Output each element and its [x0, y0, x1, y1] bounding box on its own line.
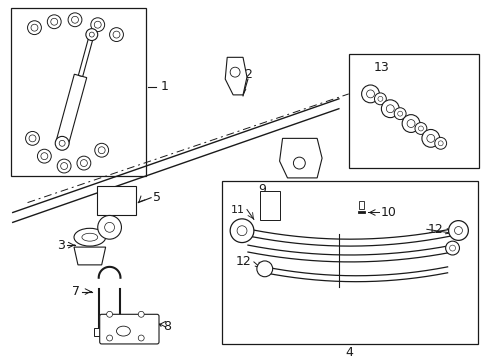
Circle shape — [59, 140, 65, 146]
Circle shape — [98, 147, 105, 154]
Bar — [115, 328, 125, 336]
Circle shape — [445, 241, 459, 255]
Circle shape — [106, 311, 112, 317]
Circle shape — [434, 138, 446, 149]
Circle shape — [80, 159, 87, 167]
Circle shape — [138, 311, 144, 317]
Text: 6: 6 — [305, 163, 312, 176]
Circle shape — [113, 31, 120, 38]
Circle shape — [366, 90, 374, 98]
Bar — [259, 191, 279, 220]
Bar — [358, 201, 363, 208]
Circle shape — [31, 24, 38, 31]
Bar — [222, 181, 477, 344]
Text: 8: 8 — [163, 320, 171, 333]
Circle shape — [230, 67, 240, 77]
Circle shape — [406, 120, 414, 127]
Text: 10: 10 — [380, 206, 395, 219]
Ellipse shape — [116, 326, 130, 336]
Circle shape — [377, 96, 382, 101]
Circle shape — [374, 93, 386, 105]
Circle shape — [41, 153, 48, 159]
Circle shape — [293, 157, 305, 169]
Circle shape — [94, 21, 101, 28]
Text: 3: 3 — [57, 239, 65, 252]
Circle shape — [89, 32, 94, 37]
Text: 13: 13 — [373, 61, 388, 74]
Text: 1: 1 — [161, 81, 168, 94]
Circle shape — [77, 156, 91, 170]
Ellipse shape — [82, 233, 98, 241]
Circle shape — [29, 135, 36, 142]
Polygon shape — [74, 247, 105, 265]
Ellipse shape — [74, 228, 105, 246]
Circle shape — [414, 122, 426, 134]
Circle shape — [381, 100, 398, 118]
Text: 12: 12 — [427, 223, 443, 236]
Circle shape — [361, 85, 379, 103]
Text: 9: 9 — [257, 183, 265, 196]
Polygon shape — [56, 74, 86, 145]
Text: 2: 2 — [244, 68, 251, 81]
Circle shape — [448, 245, 455, 251]
Circle shape — [68, 13, 82, 27]
Polygon shape — [279, 138, 322, 178]
Circle shape — [104, 222, 114, 232]
Polygon shape — [78, 34, 94, 76]
Circle shape — [61, 163, 67, 170]
Circle shape — [256, 261, 272, 277]
Circle shape — [86, 29, 98, 41]
Circle shape — [51, 18, 58, 25]
Text: 4: 4 — [345, 346, 353, 359]
Bar — [94, 328, 103, 336]
Circle shape — [27, 21, 41, 35]
Circle shape — [230, 219, 253, 243]
Text: 11: 11 — [230, 204, 244, 215]
Circle shape — [138, 335, 144, 341]
Circle shape — [393, 108, 405, 120]
Circle shape — [57, 159, 71, 173]
Circle shape — [237, 226, 246, 236]
Circle shape — [418, 126, 423, 131]
Text: 12: 12 — [236, 255, 251, 269]
Circle shape — [71, 16, 78, 23]
Circle shape — [106, 335, 112, 341]
Circle shape — [426, 134, 434, 142]
Text: 7: 7 — [72, 285, 80, 298]
FancyBboxPatch shape — [100, 314, 159, 344]
Circle shape — [397, 111, 402, 116]
Circle shape — [91, 18, 104, 32]
Circle shape — [447, 221, 468, 240]
Circle shape — [55, 136, 69, 150]
Circle shape — [95, 143, 108, 157]
Text: 5: 5 — [153, 191, 161, 204]
Polygon shape — [225, 57, 246, 95]
Bar — [348, 54, 478, 168]
Circle shape — [437, 141, 442, 146]
Circle shape — [25, 131, 40, 145]
Circle shape — [421, 130, 439, 147]
Circle shape — [386, 105, 393, 113]
Circle shape — [401, 114, 419, 132]
Circle shape — [454, 226, 462, 234]
Bar — [11, 8, 146, 176]
Circle shape — [98, 216, 121, 239]
Circle shape — [38, 149, 51, 163]
Polygon shape — [97, 186, 136, 216]
Circle shape — [47, 15, 61, 29]
Circle shape — [109, 28, 123, 41]
